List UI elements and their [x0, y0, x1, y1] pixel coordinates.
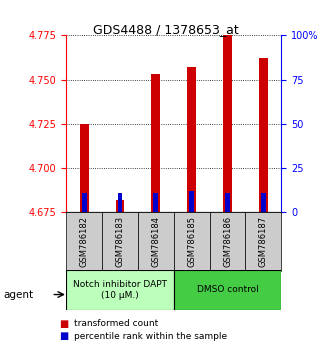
Text: GSM786184: GSM786184 [151, 216, 160, 267]
Text: GSM786185: GSM786185 [187, 216, 196, 267]
Bar [246, 212, 281, 271]
Bar [259, 58, 268, 212]
Bar [118, 193, 122, 212]
Text: Notch inhibitor DAPT
(10 μM.): Notch inhibitor DAPT (10 μM.) [73, 280, 167, 299]
Bar [151, 74, 160, 212]
Bar [225, 193, 230, 212]
Text: ■: ■ [60, 319, 69, 329]
Bar [174, 212, 210, 271]
Text: ■: ■ [60, 331, 69, 341]
Text: GDS4488 / 1378653_at: GDS4488 / 1378653_at [93, 23, 238, 36]
Text: GSM786186: GSM786186 [223, 216, 232, 267]
Bar [261, 193, 266, 212]
Text: DMSO control: DMSO control [197, 285, 259, 295]
Text: agent: agent [3, 290, 33, 299]
Text: GSM786182: GSM786182 [80, 216, 89, 267]
Bar [210, 212, 246, 271]
Text: GSM786183: GSM786183 [116, 216, 124, 267]
Text: transformed count: transformed count [74, 319, 159, 329]
Bar [66, 212, 102, 271]
Bar [187, 67, 196, 212]
Bar [223, 35, 232, 212]
Bar [116, 200, 124, 212]
Bar [138, 212, 174, 271]
Bar [153, 193, 158, 212]
Text: GSM786187: GSM786187 [259, 216, 268, 267]
Bar [102, 212, 138, 271]
Bar [66, 270, 174, 310]
Text: percentile rank within the sample: percentile rank within the sample [74, 332, 228, 341]
Bar [174, 270, 281, 310]
Bar [82, 193, 87, 212]
Bar [80, 124, 89, 212]
Bar [189, 191, 194, 212]
